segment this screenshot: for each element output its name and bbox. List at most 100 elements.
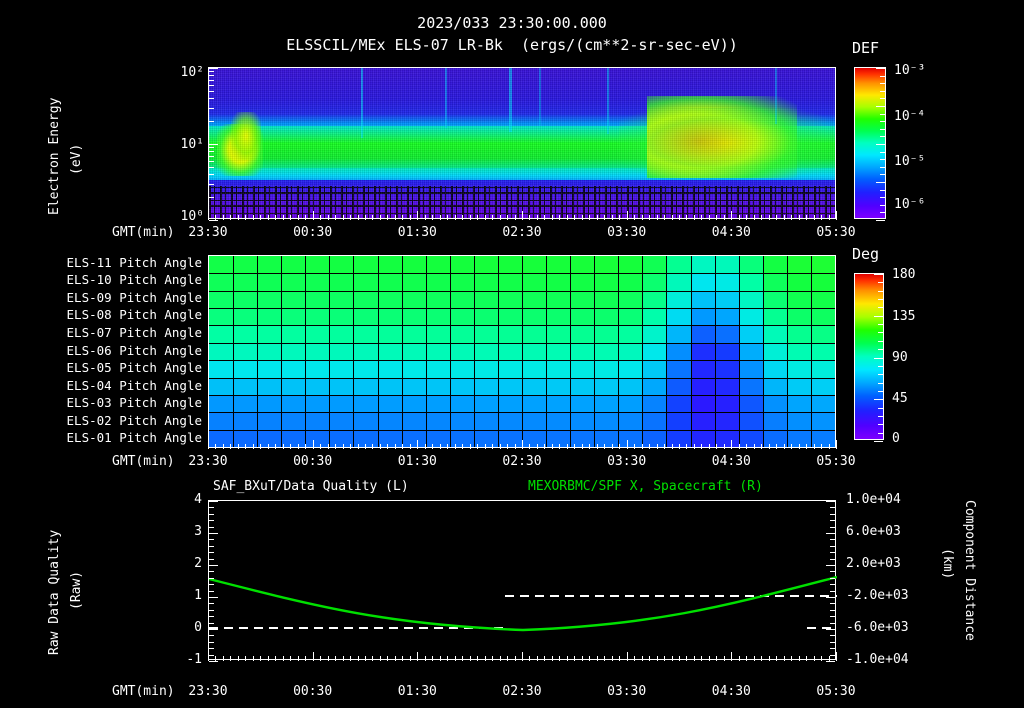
pitch-angle-cell xyxy=(522,325,547,343)
pitch-angle-cell xyxy=(425,325,450,343)
pitch-angle-cell xyxy=(377,429,402,447)
pitch-angle-cell xyxy=(690,412,715,430)
spacecraft-distance-curve xyxy=(209,575,837,632)
pitch-angle-cell xyxy=(594,256,619,274)
pitch-angle-cell xyxy=(281,429,306,447)
orbit-xtick-2: 01:30 xyxy=(397,684,437,699)
pitch-angle-cell xyxy=(473,342,498,361)
pitch-angle-cell xyxy=(497,360,522,378)
pitch-angle-cell xyxy=(257,360,282,378)
pitch-angle-cell xyxy=(329,412,354,430)
deg-colorbar-tick-180: 180 xyxy=(892,267,916,282)
pitch-angle-cell xyxy=(762,308,787,326)
pitch-angle-cell xyxy=(449,256,474,274)
pitch-angle-cell xyxy=(714,273,739,291)
pitch-angle-cell xyxy=(618,377,643,395)
pitch-angle-cell xyxy=(305,412,330,430)
orbit-ytick-left-3: 1 xyxy=(194,588,202,603)
pitch-angle-xtick-2: 01:30 xyxy=(397,454,437,469)
pitch-angle-cell xyxy=(738,273,763,291)
pitch-angle-xtick-4: 03:30 xyxy=(607,454,647,469)
pitch-angle-cell xyxy=(209,273,234,291)
pitch-angle-cell xyxy=(353,377,378,395)
pitch-angle-cell xyxy=(377,342,402,361)
pitch-angle-cell xyxy=(762,394,787,413)
pitch-angle-row-label-2: ELS-02 Pitch Angle xyxy=(66,412,202,428)
pitch-angle-cell xyxy=(473,377,498,395)
pitch-angle-cell xyxy=(618,360,643,378)
spectrogram-panel[interactable] xyxy=(208,67,836,221)
orbit-ylabel-right: Component Distance xyxy=(962,500,977,641)
pitch-angle-cell xyxy=(714,308,739,326)
pitch-angle-cell xyxy=(738,290,763,309)
pitch-angle-cell xyxy=(642,325,667,343)
orbit-xtick-3: 02:30 xyxy=(502,684,542,699)
pitch-angle-cell xyxy=(570,377,595,395)
pitch-angle-cell xyxy=(522,394,547,413)
pitch-angle-cell xyxy=(762,429,787,447)
pitch-angle-cell xyxy=(810,325,835,343)
pitch-angle-cell xyxy=(690,325,715,343)
pitch-angle-panel[interactable] xyxy=(208,255,836,448)
pitch-angle-cell xyxy=(546,256,571,274)
pitch-angle-cell xyxy=(353,394,378,413)
orbit-ylabel-left: Raw Data Quality xyxy=(47,529,62,655)
pitch-angle-cell xyxy=(401,377,426,395)
pitch-angle-cell xyxy=(522,290,547,309)
pitch-angle-cell xyxy=(690,308,715,326)
pitch-angle-cell xyxy=(281,342,306,361)
pitch-angle-cell xyxy=(401,308,426,326)
pitch-angle-cell xyxy=(738,429,763,447)
pitch-angle-row-label-11: ELS-11 Pitch Angle xyxy=(66,254,202,270)
pitch-angle-cell xyxy=(497,290,522,309)
orbit-panel[interactable] xyxy=(208,500,837,662)
pitch-angle-cell xyxy=(233,377,258,395)
pitch-angle-cell xyxy=(738,412,763,430)
pitch-angle-cell xyxy=(329,256,354,274)
pitch-angle-cell xyxy=(209,360,234,378)
pitch-angle-cell xyxy=(473,429,498,447)
orbit-ylabel-left-units: (Raw) xyxy=(69,570,84,610)
pitch-angle-cell xyxy=(570,412,595,430)
pitch-angle-cell xyxy=(570,290,595,309)
pitch-angle-cell xyxy=(281,256,306,274)
pitch-angle-xaxis-label: GMT(min) xyxy=(112,454,175,469)
pitch-angle-cell xyxy=(666,325,691,343)
pitch-angle-cell xyxy=(377,394,402,413)
plot-title-datetime: 2023/033 23:30:00.000 xyxy=(417,14,607,32)
pitch-angle-cell xyxy=(594,342,619,361)
pitch-angle-cell xyxy=(353,342,378,361)
def-colorbar xyxy=(854,67,886,221)
pitch-angle-cell xyxy=(522,429,547,447)
pitch-angle-cell xyxy=(714,360,739,378)
pitch-angle-cell xyxy=(618,325,643,343)
pitch-angle-cell xyxy=(473,290,498,309)
pitch-angle-cell xyxy=(786,360,811,378)
pitch-angle-cell xyxy=(257,342,282,361)
pitch-angle-cell xyxy=(305,360,330,378)
pitch-angle-cell xyxy=(281,412,306,430)
orbit-xtick-0: 23:30 xyxy=(188,684,228,699)
pitch-angle-cell xyxy=(353,360,378,378)
pitch-angle-cell xyxy=(618,256,643,274)
pitch-angle-cell xyxy=(786,325,811,343)
pitch-angle-cell xyxy=(618,290,643,309)
pitch-angle-cell xyxy=(425,256,450,274)
orbit-title-right: MEXORBMC/SPF X, Spacecraft (R) xyxy=(528,479,763,494)
pitch-angle-cell xyxy=(522,308,547,326)
pitch-angle-cell xyxy=(810,377,835,395)
orbit-ytick-right-1: 6.0e+03 xyxy=(846,524,901,539)
pitch-angle-cell xyxy=(353,412,378,430)
pitch-angle-cell xyxy=(233,412,258,430)
orbit-xtick-6: 05:30 xyxy=(816,684,856,699)
pitch-angle-cell xyxy=(473,360,498,378)
pitch-angle-cell xyxy=(353,308,378,326)
pitch-angle-cell xyxy=(762,360,787,378)
pitch-angle-cell xyxy=(810,360,835,378)
pitch-angle-cell xyxy=(425,429,450,447)
pitch-angle-cell xyxy=(209,308,234,326)
pitch-angle-cell xyxy=(786,412,811,430)
pitch-angle-xtick-1: 00:30 xyxy=(293,454,333,469)
pitch-angle-cell xyxy=(690,377,715,395)
pitch-angle-cell xyxy=(690,273,715,291)
